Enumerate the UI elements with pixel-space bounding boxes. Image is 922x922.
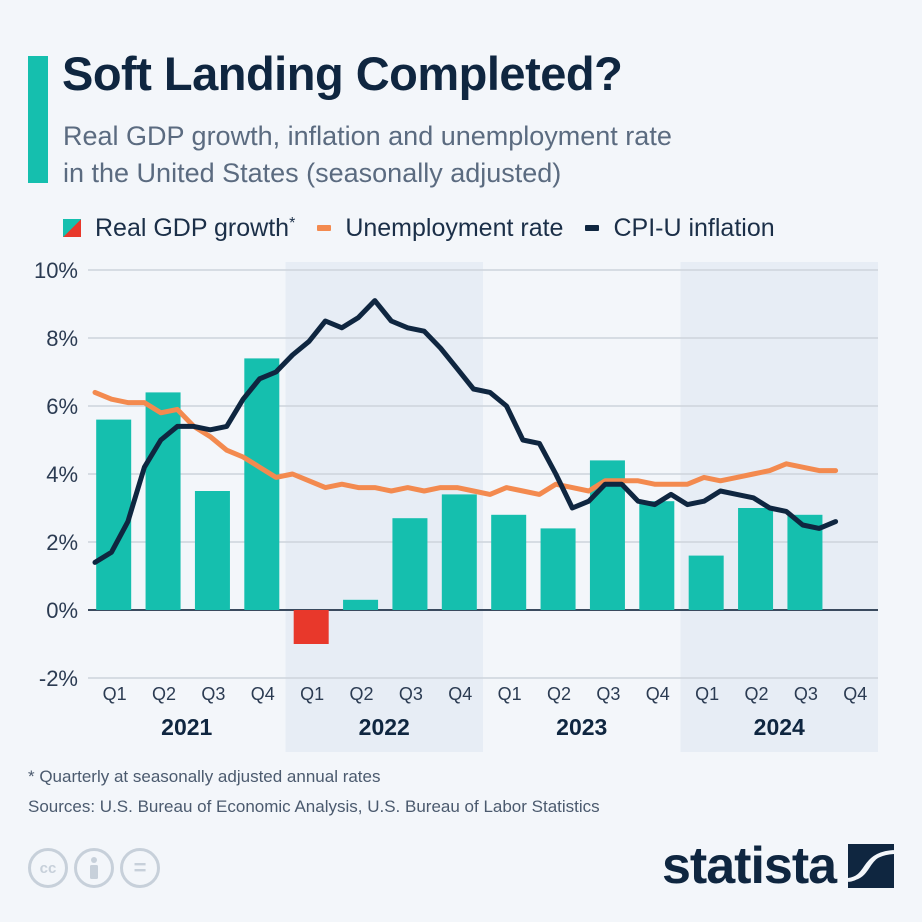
y-tick-label: 2% xyxy=(46,530,78,555)
source-note: Sources: U.S. Bureau of Economic Analysi… xyxy=(28,797,600,816)
gdp-bar xyxy=(688,555,724,610)
year-label: 2022 xyxy=(359,714,410,740)
x-tick-label: Q2 xyxy=(547,684,571,704)
gdp-swatch-icon xyxy=(63,219,81,237)
legend-label-unemployment: Unemployment rate xyxy=(345,213,564,242)
person-glyph-icon xyxy=(90,857,98,879)
x-tick-label: Q4 xyxy=(251,684,275,704)
gdp-bar xyxy=(441,494,477,610)
legend-label-gdp: Real GDP growth xyxy=(95,213,290,242)
x-tick-label: Q2 xyxy=(745,684,769,704)
x-tick-label: Q1 xyxy=(103,684,127,704)
gdp-bar xyxy=(293,610,329,644)
license-icons: cc = xyxy=(28,848,166,888)
x-tick-label: Q1 xyxy=(498,684,522,704)
gdp-bar xyxy=(96,419,132,610)
no-derivatives-icon[interactable]: = xyxy=(120,848,160,888)
legend: Real GDP growth * Unemployment rate CPI-U… xyxy=(63,211,797,245)
legend-item-gdp: Real GDP growth * xyxy=(63,214,295,243)
gdp-bar xyxy=(194,491,230,610)
statista-mark-icon xyxy=(848,844,895,888)
x-tick-label: Q3 xyxy=(794,684,818,704)
x-tick-label: Q3 xyxy=(201,684,225,704)
gdp-bar xyxy=(540,528,576,610)
x-tick-label: Q4 xyxy=(843,684,867,704)
inflation-swatch-icon xyxy=(585,225,600,231)
y-tick-label: 6% xyxy=(46,394,78,419)
y-tick-label: -2% xyxy=(39,666,78,691)
gdp-bar xyxy=(244,358,280,610)
year-band-2024 xyxy=(680,262,878,752)
year-label: 2021 xyxy=(161,714,212,740)
chart-subtitle: Real GDP growth, inflation and unemploym… xyxy=(63,118,672,192)
legend-item-unemployment: Unemployment rate xyxy=(317,214,563,243)
x-tick-label: Q3 xyxy=(596,684,620,704)
footnote: * Quarterly at seasonally adjusted annua… xyxy=(28,767,381,786)
year-label: 2024 xyxy=(754,714,805,740)
unemployment-swatch-icon xyxy=(317,225,332,231)
x-tick-label: Q4 xyxy=(646,684,670,704)
x-tick-label: Q1 xyxy=(300,684,324,704)
x-tick-label: Q2 xyxy=(152,684,176,704)
nd-icon-text: = xyxy=(133,855,147,880)
cc-icon[interactable]: cc xyxy=(28,848,68,888)
inflation-line xyxy=(92,298,839,565)
year-label: 2023 xyxy=(556,714,607,740)
statista-logo[interactable]: statista xyxy=(662,836,895,896)
cc-icon-text: cc xyxy=(39,859,57,877)
chart-title: Soft Landing Completed? xyxy=(62,47,623,100)
gdp-bar xyxy=(738,508,774,610)
gdp-bar xyxy=(639,501,675,610)
unemployment-line xyxy=(92,389,839,497)
title-accent-bar xyxy=(28,56,48,183)
subtitle-line-2: in the United States (seasonally adjuste… xyxy=(63,158,562,188)
legend-item-inflation: CPI-U inflation xyxy=(585,213,775,243)
x-tick-label: Q1 xyxy=(695,684,719,704)
x-tick-label: Q2 xyxy=(350,684,374,704)
gdp-bar xyxy=(491,514,527,610)
y-tick-label: 8% xyxy=(46,326,78,351)
x-tick-label: Q3 xyxy=(399,684,423,704)
subtitle-line-1: Real GDP growth, inflation and unemploym… xyxy=(63,121,672,151)
brand-wordmark: statista xyxy=(662,837,837,895)
gdp-bar xyxy=(787,514,823,610)
legend-gdp-footnote-marker: * xyxy=(289,215,296,232)
y-tick-label: 10% xyxy=(34,258,78,283)
y-tick-label: 0% xyxy=(46,598,78,623)
gdp-bar xyxy=(392,518,428,610)
attribution-icon[interactable] xyxy=(74,848,114,888)
gdp-bar xyxy=(343,599,379,610)
y-tick-label: 4% xyxy=(46,462,78,487)
x-tick-label: Q4 xyxy=(448,684,472,704)
legend-label-inflation: CPI-U inflation xyxy=(613,213,775,242)
